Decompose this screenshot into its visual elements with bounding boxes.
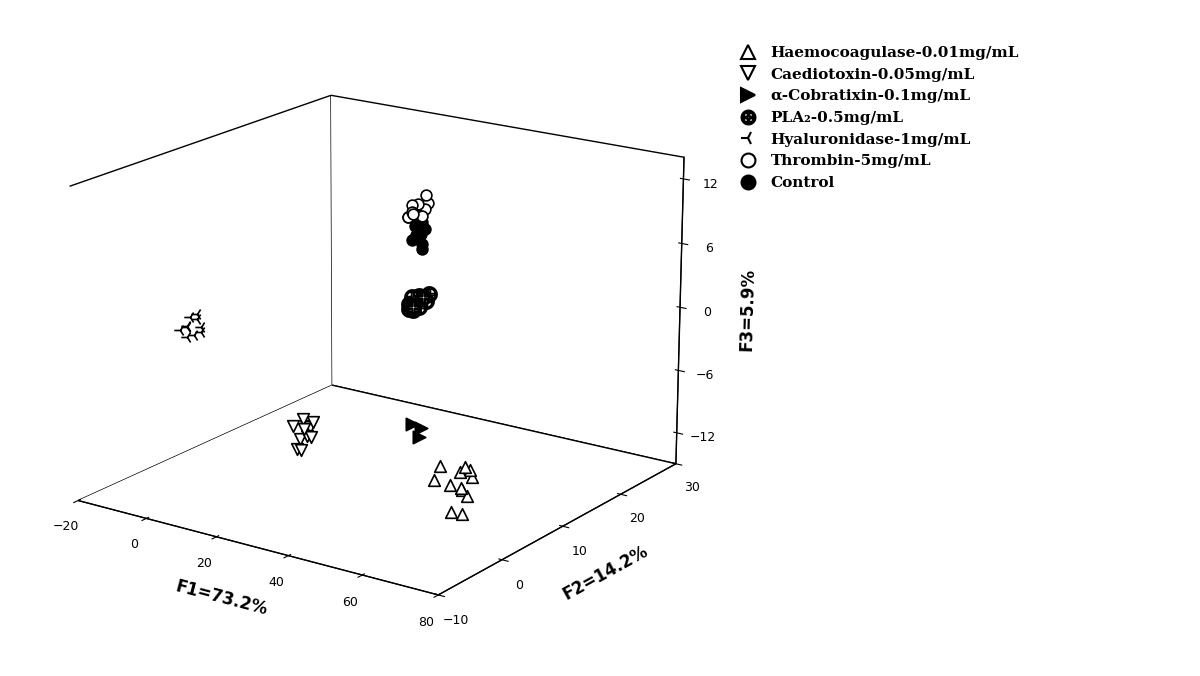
Legend: Haemocoagulase-0.01mg/mL, Caediotoxin-0.05mg/mL, α-Cobratixin-0.1mg/mL, PLA₂-0.5: Haemocoagulase-0.01mg/mL, Caediotoxin-0.… — [727, 41, 1024, 195]
X-axis label: F1=73.2%: F1=73.2% — [173, 577, 270, 619]
Y-axis label: F2=14.2%: F2=14.2% — [559, 541, 650, 603]
